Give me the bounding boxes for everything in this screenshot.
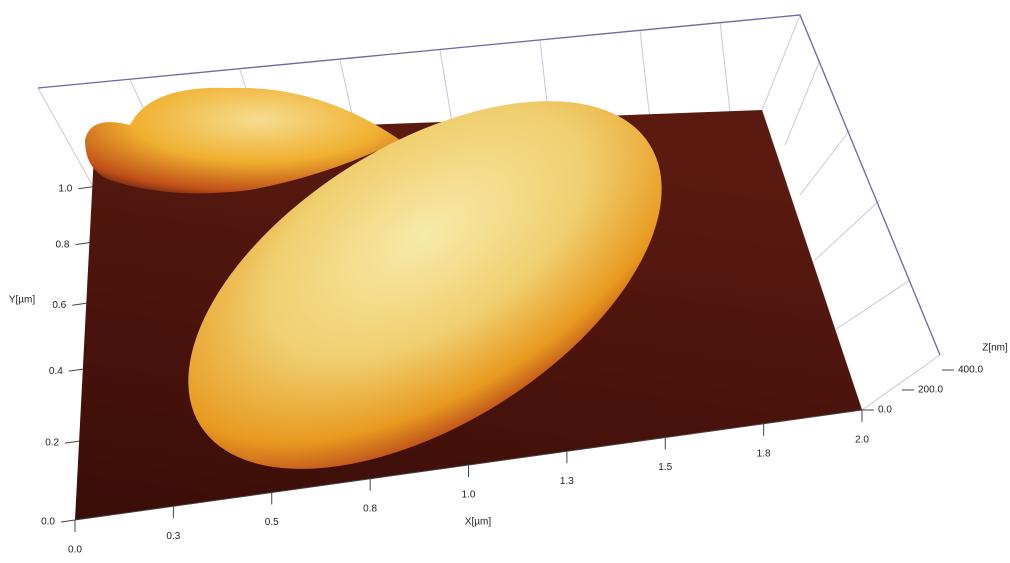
y-tick [69, 369, 83, 371]
y-tick-label: 1.0 [58, 183, 72, 194]
x-tick-label: 1.0 [462, 490, 476, 501]
x-tick-label: 0.3 [166, 531, 180, 542]
x-tick-label: 1.3 [560, 476, 574, 487]
y-tick-label: 0.4 [49, 366, 63, 377]
y-tick-label: 0.2 [45, 438, 59, 449]
y-tick-label: 0.6 [52, 300, 66, 311]
x-tick-label: 0.5 [265, 517, 279, 528]
y-tick-label: 0.0 [41, 517, 55, 528]
x-axis-title: X[µm] [465, 517, 492, 528]
y-tick [72, 303, 86, 305]
y-tick [61, 520, 75, 522]
x-tick-label: 0.8 [363, 503, 377, 514]
z-tick-label: 0.0 [878, 405, 892, 416]
y-axis-title: Y[µm] [9, 295, 36, 306]
z-axis-title: Z[nm] [982, 343, 1008, 354]
y-tick [65, 441, 79, 443]
x-tick-label: 1.8 [757, 448, 771, 459]
y-tick-label: 0.8 [56, 239, 70, 250]
x-tick-label: 2.0 [855, 435, 869, 446]
x-tick-label: 0.0 [68, 545, 82, 556]
z-tick-label: 200.0 [918, 385, 943, 396]
y-tick [75, 243, 89, 245]
z-tick-label: 400.0 [958, 365, 983, 376]
y-tick [78, 187, 92, 189]
x-tick-label: 1.5 [658, 462, 672, 473]
afm-chart: 0.0 0.3 0.5 0.8 1.0 1.3 1.5 1.8 2.0 0.0 0.2 0.4 0.6 0… [0, 0, 1010, 563]
